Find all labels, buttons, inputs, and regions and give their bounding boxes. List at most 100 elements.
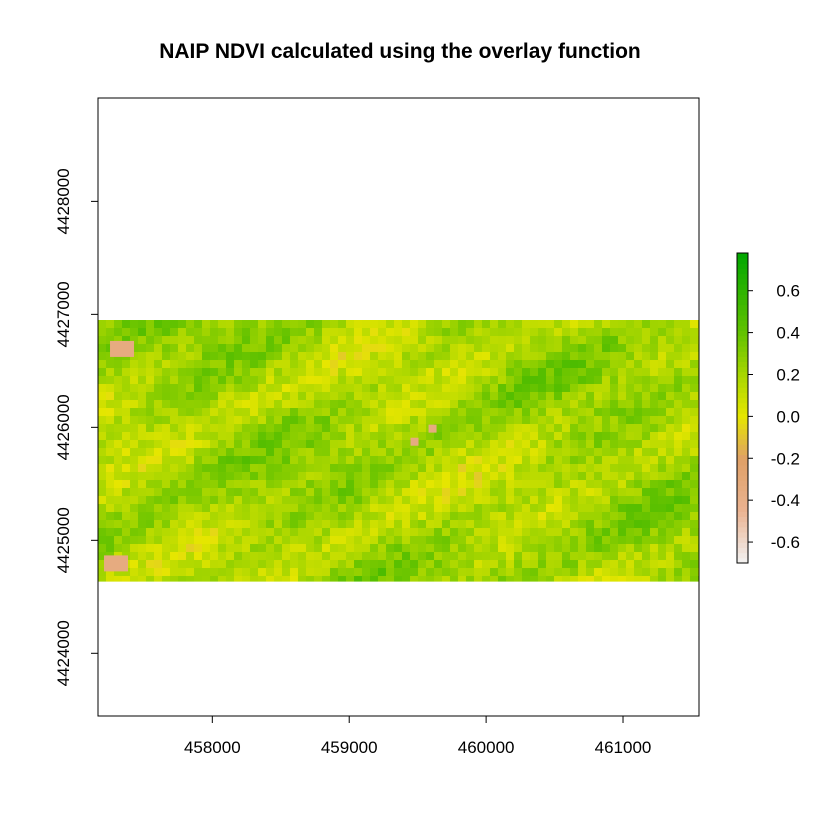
raster-cell — [298, 456, 306, 465]
raster-cell — [298, 496, 306, 505]
raster-cell — [498, 512, 506, 521]
raster-cell — [146, 488, 154, 497]
raster-cell — [138, 408, 146, 417]
raster-cell — [378, 576, 386, 582]
raster-cell — [378, 552, 386, 561]
raster-cell — [434, 400, 442, 409]
raster-cell — [98, 448, 106, 457]
raster-cell — [154, 472, 162, 481]
raster-cell — [458, 544, 466, 553]
raster-cell — [122, 392, 130, 401]
raster-cell — [546, 464, 554, 473]
raster-cell — [346, 488, 354, 497]
raster-cell — [586, 400, 594, 409]
raster-cell — [154, 552, 162, 561]
raster-cell — [418, 416, 426, 425]
raster-cell — [314, 544, 322, 553]
raster-cell — [362, 504, 370, 513]
raster-cell — [442, 504, 450, 513]
raster-cell — [594, 536, 602, 545]
raster-cell — [130, 568, 138, 577]
raster-cell — [146, 472, 154, 481]
raster-cell — [170, 384, 178, 393]
raster-cell — [522, 400, 530, 409]
raster-cell — [562, 488, 570, 497]
raster-cell — [474, 480, 482, 489]
raster-cell — [394, 328, 402, 337]
raster-cell — [186, 344, 194, 353]
raster-cell — [586, 488, 594, 497]
raster-cell — [378, 432, 386, 441]
raster-cell — [274, 560, 282, 569]
raster-cell — [498, 384, 506, 393]
raster-cell — [578, 384, 586, 393]
raster-cell — [130, 392, 138, 401]
raster-cell — [618, 384, 626, 393]
raster-cell — [322, 424, 330, 433]
raster-cell — [130, 464, 138, 473]
raster-cell — [546, 320, 554, 329]
raster-cell — [634, 384, 642, 393]
raster-cell — [474, 416, 482, 425]
raster-cell — [522, 512, 530, 521]
raster-cell — [642, 496, 650, 505]
raster-cell — [666, 360, 674, 369]
raster-cell — [618, 352, 626, 361]
raster-cell — [474, 432, 482, 441]
raster-cell — [546, 472, 554, 481]
raster-cell — [570, 568, 578, 577]
raster-cell — [618, 544, 626, 553]
raster-cell — [282, 448, 290, 457]
raster-cell — [114, 472, 122, 481]
raster-cell — [642, 504, 650, 513]
raster-cell — [514, 560, 522, 569]
raster-cell — [434, 568, 442, 577]
raster-cell — [434, 424, 442, 433]
raster-cell — [674, 384, 682, 393]
raster-cell — [362, 536, 370, 545]
raster-cell — [226, 512, 234, 521]
raster-cell — [314, 464, 322, 473]
raster-cell — [578, 568, 586, 577]
raster-cell — [130, 576, 138, 582]
raster-cell — [474, 448, 482, 457]
raster-cell — [554, 560, 562, 569]
raster-cell — [578, 552, 586, 561]
legend-swatch — [737, 495, 748, 502]
raster-cell — [386, 576, 394, 582]
color-legend: 0.60.40.20.0-0.2-0.4-0.6 — [736, 252, 800, 564]
raster-cell — [178, 336, 186, 345]
raster-cell — [274, 512, 282, 521]
raster-cell — [530, 408, 538, 417]
raster-cell — [154, 440, 162, 449]
raster-cell — [442, 480, 450, 489]
raster-cell — [458, 496, 466, 505]
raster-cell — [682, 448, 690, 457]
raster-cell — [506, 504, 514, 513]
raster-cell — [514, 480, 522, 489]
raster-cell — [578, 424, 586, 433]
raster-cell — [514, 344, 522, 353]
raster-cell — [586, 544, 594, 553]
raster-cell — [674, 368, 682, 377]
raster-cell — [194, 480, 202, 489]
raster-cell — [186, 536, 194, 545]
raster-cell — [330, 488, 338, 497]
raster-cell — [202, 352, 210, 361]
raster-cell — [602, 320, 610, 329]
raster-cell — [162, 576, 170, 582]
raster-cell — [538, 448, 546, 457]
raster-cell — [642, 360, 650, 369]
raster-cell — [258, 496, 266, 505]
raster-cell — [98, 520, 106, 529]
raster-cell — [354, 472, 362, 481]
raster-cell — [490, 360, 498, 369]
raster-cell — [570, 504, 578, 513]
raster-cell — [530, 352, 538, 361]
raster-cell — [122, 360, 130, 369]
raster-cell — [122, 520, 130, 529]
raster-cell — [442, 336, 450, 345]
raster-cell — [466, 472, 474, 481]
raster-cell — [482, 376, 490, 385]
